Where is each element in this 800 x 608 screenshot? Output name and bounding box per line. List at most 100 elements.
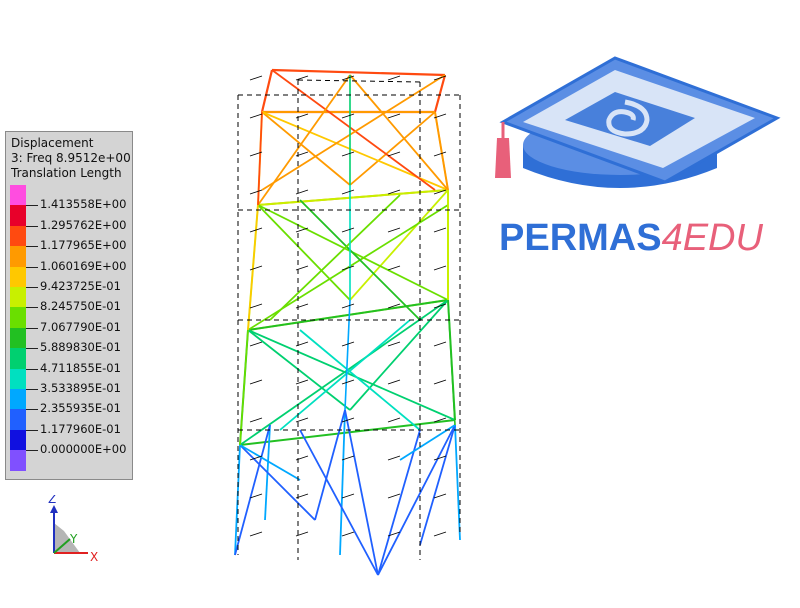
- displacement-arrow-icon: [433, 265, 447, 271]
- truss-member: [257, 204, 351, 301]
- displacement-arrow-icon: [295, 75, 309, 81]
- truss-member: [239, 329, 249, 446]
- displacement-arrow-icon: [387, 303, 401, 309]
- displacement-arrow-icon: [341, 113, 355, 119]
- truss-member: [271, 68, 446, 77]
- y-axis-label: Y: [69, 532, 78, 546]
- legend-value-label: 1.177960E-01: [40, 421, 121, 436]
- displacement-arrow-icon: [295, 417, 309, 423]
- displacement-arrow-icon: [387, 455, 401, 461]
- legend-swatch: [10, 389, 26, 410]
- legend-tick: [26, 246, 38, 248]
- truss-member: [434, 111, 449, 191]
- legend-value-label: 1.060169E+00: [40, 258, 127, 273]
- truss-member: [349, 111, 436, 186]
- legend-value-label: 9.423725E-01: [40, 279, 121, 293]
- truss-member: [269, 194, 401, 321]
- displacement-arrow-icon: [295, 455, 309, 461]
- displacement-arrow-icon: [387, 379, 401, 385]
- legend-value-label: 4.711855E-01: [40, 360, 121, 375]
- displacement-arrow-icon: [249, 227, 263, 233]
- truss-member: [399, 424, 456, 461]
- displacement-arrow-icon: [341, 265, 355, 271]
- displacement-arrow-icon: [387, 151, 401, 157]
- truss-member: [261, 74, 446, 191]
- displacement-arrow-icon: [249, 417, 263, 423]
- truss-member: [433, 74, 447, 113]
- truss-member: [314, 409, 346, 521]
- legend-value-label: 0.000000E+00: [40, 442, 127, 457]
- y-axis-icon: [53, 538, 71, 554]
- legend-tick: [26, 225, 38, 227]
- displacement-arrow-icon: [387, 265, 401, 271]
- displacement-arrow-icon: [249, 151, 263, 157]
- truss-member: [377, 429, 421, 576]
- legend-swatch: [10, 205, 26, 227]
- truss-member: [377, 424, 456, 576]
- truss-member: [299, 429, 379, 576]
- displacement-arrow-icon: [295, 227, 309, 233]
- legend-tick: [26, 205, 38, 207]
- displacement-arrow-icon: [341, 493, 355, 499]
- legend-value-label: 8.245750E-01: [40, 299, 121, 314]
- displacement-arrow-icon: [295, 531, 309, 537]
- displacement-arrow-icon: [295, 189, 309, 195]
- truss-member: [239, 444, 316, 521]
- z-axis-label: Z: [48, 495, 56, 506]
- truss-member: [257, 189, 449, 206]
- displacement-arrow-icon: [341, 379, 355, 385]
- displacement-arrow-icon: [249, 531, 263, 537]
- color-legend: Displacement 3: Freq 8.9512e+00 Translat…: [5, 131, 133, 480]
- legend-value-label: 1.413558E+00: [40, 197, 127, 212]
- truss-member: [239, 444, 301, 481]
- displacement-arrow-icon: [249, 493, 263, 499]
- legend-value-label: 5.889830E-01: [40, 340, 121, 355]
- truss-member: [447, 299, 456, 426]
- legend-swatch: [10, 266, 26, 288]
- logo-text-permas: PERMAS4EDU: [499, 217, 764, 259]
- displacement-arrow-icon: [387, 493, 401, 499]
- legend-value-label: 1.295762E+00: [40, 217, 127, 232]
- legend-tick: [26, 348, 38, 350]
- legend-tick: [26, 266, 38, 268]
- displacement-arrow-icon: [341, 417, 355, 423]
- displacement-arrow-icon: [387, 341, 401, 347]
- displacement-arrow-icon: [387, 417, 401, 423]
- truss-member: [299, 199, 421, 321]
- displacement-arrow-icon: [249, 265, 263, 271]
- truss-member: [349, 299, 449, 411]
- legend-value-label: 7.067790E-01: [40, 319, 121, 334]
- displacement-arrow-icon: [387, 531, 401, 537]
- undeformed-edge: [297, 79, 421, 83]
- legend-subtitle: 3: Freq 8.9512e+00: [11, 151, 131, 165]
- displacement-arrow-icon: [341, 455, 355, 461]
- axis-triad: Z Y X: [48, 495, 98, 564]
- legend-quantity: Translation Length: [11, 166, 122, 180]
- truss-member: [239, 419, 456, 446]
- displacement-arrow-icon: [433, 379, 447, 385]
- displacement-arrow-icon: [433, 341, 447, 347]
- displacement-arrow-icon: [433, 151, 447, 157]
- legend-swatch: [10, 287, 26, 308]
- legend-swatch: [10, 429, 26, 451]
- legend-value-label: 2.355935E-01: [40, 401, 121, 416]
- legend-title: Displacement: [11, 136, 94, 150]
- legend-swatch: [10, 225, 26, 247]
- truss-member: [247, 299, 449, 331]
- legend-tick: [26, 368, 38, 370]
- displacement-arrow-icon: [341, 531, 355, 537]
- displacement-arrow-icon: [341, 189, 355, 195]
- displacement-arrow-icon: [433, 189, 447, 195]
- truss-member: [257, 111, 263, 206]
- displacement-arrow-icon: [249, 303, 263, 309]
- legend-swatch: [10, 368, 26, 390]
- displacement-arrow-icon: [249, 113, 263, 119]
- truss-tower-model[interactable]: [234, 68, 461, 576]
- legend-tick: [26, 389, 38, 390]
- displacement-arrow-icon: [433, 75, 447, 81]
- truss-member: [349, 189, 449, 301]
- truss-member: [339, 409, 346, 556]
- truss-member: [247, 329, 456, 421]
- displacement-arrow-icon: [387, 75, 401, 81]
